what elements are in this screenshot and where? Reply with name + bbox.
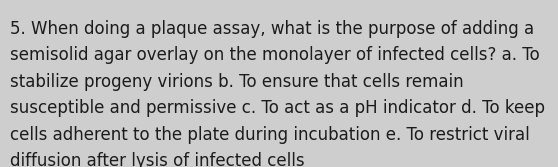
Text: 5. When doing a plaque assay, what is the purpose of adding a: 5. When doing a plaque assay, what is th… [10, 20, 534, 38]
Text: cells adherent to the plate during incubation e. To restrict viral: cells adherent to the plate during incub… [10, 126, 530, 144]
Text: diffusion after lysis of infected cells: diffusion after lysis of infected cells [10, 152, 305, 167]
Text: susceptible and permissive c. To act as a pH indicator d. To keep: susceptible and permissive c. To act as … [10, 99, 545, 117]
Text: stabilize progeny virions b. To ensure that cells remain: stabilize progeny virions b. To ensure t… [10, 73, 464, 91]
Text: semisolid agar overlay on the monolayer of infected cells? a. To: semisolid agar overlay on the monolayer … [10, 46, 540, 64]
